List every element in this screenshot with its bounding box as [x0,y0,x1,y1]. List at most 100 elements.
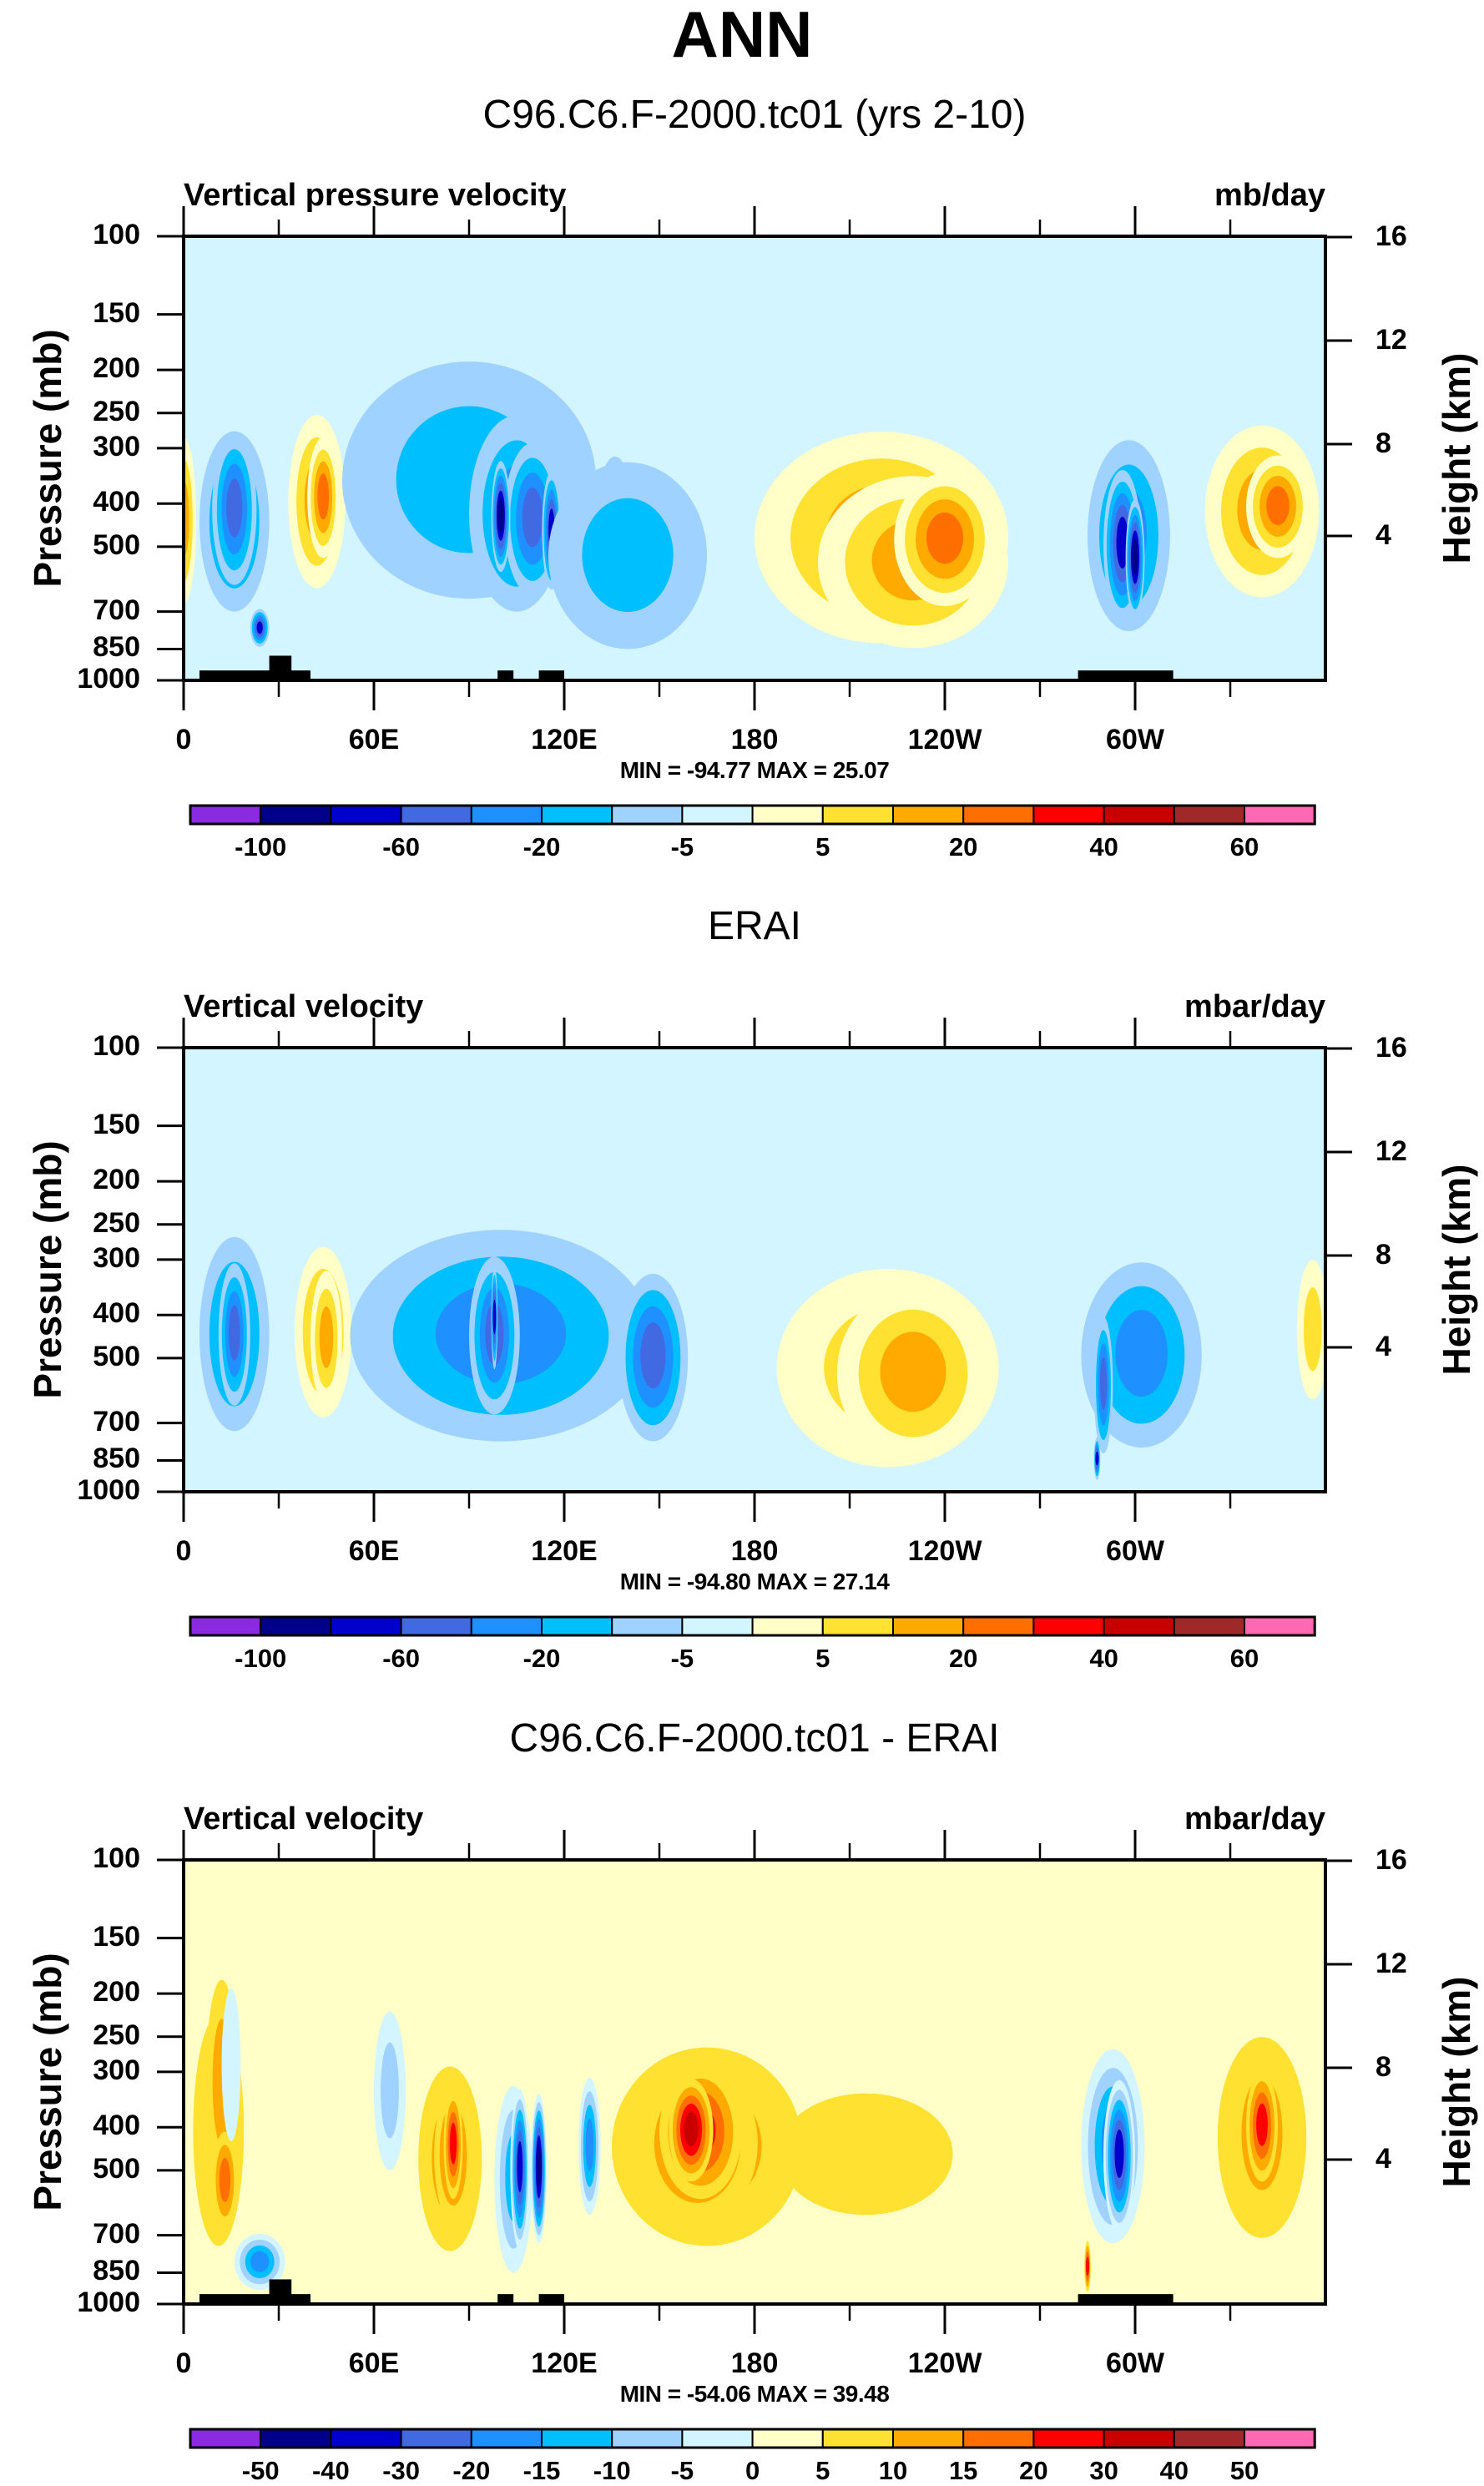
y-tick-label: 400 [93,486,140,518]
colorbar-box [1173,2428,1246,2448]
colorbar-box [1173,1616,1246,1636]
x-tick-label: 0 [175,1535,192,1567]
height-tick-label: 8 [1375,2051,1391,2083]
colorbar-frame [189,2428,1316,2449]
colorbar-label: 20 [948,832,978,862]
y-tick-label: 850 [93,2255,140,2287]
colorbar-box [541,2428,613,2448]
units-label: mbar/day [1184,989,1325,1024]
colorbar-label: -20 [522,832,561,862]
y-tick-label: 850 [93,631,140,664]
height-tick-label: 16 [1375,1844,1407,1876]
contour-fill [1303,1287,1322,1372]
colorbar-label: 60 [1229,1644,1259,1673]
colorbar-box [681,805,754,825]
x-tick-label: 120W [907,1535,982,1567]
colorbar-label: -30 [382,2456,420,2485]
x-tick-label: 180 [730,1535,779,1567]
y-tick-label: 250 [93,1206,140,1239]
contour-field [184,236,1325,680]
y-tick-label: 1000 [77,663,140,695]
colorbar-label: 15 [948,2456,978,2485]
panel-title: C96.C6.F-2000.tc01 - ERAI [509,1716,1000,1761]
colorbar [189,1615,1316,1637]
colorbar [189,804,1316,826]
colorbar-box [400,2428,472,2448]
x-tick-label: 60W [1106,2347,1164,2379]
height-tick-label: 12 [1375,1948,1407,1979]
contour-fill [319,1306,334,1368]
colorbar-label: -60 [382,832,420,862]
y-tick-label: 100 [93,1030,140,1062]
contour-panel [157,206,1352,710]
y-tick-label: 1000 [77,2286,140,2318]
contour-panel [157,1830,1352,2334]
y-tick-label: 200 [93,1976,140,2009]
panel-title: C96.C6.F-2000.tc01 (yrs 2-10) [482,93,1027,137]
topography-mask [199,2294,310,2304]
colorbar-box [751,805,824,825]
colorbar-label: 5 [815,2456,830,2485]
colorbar-label: -100 [235,1644,287,1673]
colorbar-box [892,2428,965,2448]
contour-fill [1114,2130,1124,2178]
x-tick-label: 180 [730,2347,779,2379]
contour-fill [1086,2256,1089,2276]
contour-fill [640,1322,666,1389]
topography-mask [497,2294,514,2304]
colorbar-label: 0 [745,2456,760,2485]
y-tick-label: 500 [93,528,140,561]
y-axis-title-right: Height (km) [1435,1164,1478,1376]
colorbar-box [1103,1616,1175,1636]
y-tick-label: 500 [93,2152,140,2185]
contour-fill [585,2118,594,2172]
min-max-annotation: MIN = -54.06 MAX = 39.48 [619,2381,890,2407]
colorbar-box [821,1616,894,1636]
height-tick-label: 8 [1375,1239,1391,1271]
colorbar-label: -40 [311,2456,350,2485]
colorbar-box [751,1616,824,1636]
colorbar-label: 50 [1229,2456,1259,2485]
colorbar-box [892,805,965,825]
colorbar-label: -5 [670,832,694,862]
contour-fill [582,498,674,613]
colorbar-box [400,1616,472,1636]
colorbar-box [1244,805,1316,825]
contour-fill [1132,538,1138,575]
colorbar-label: -50 [241,2456,280,2485]
colorbar-label: -15 [522,2456,561,2485]
y-tick-label: 500 [93,1340,140,1372]
contour-field [184,1860,1325,2304]
topography-mask [538,2294,564,2304]
contour-fill [1115,1310,1168,1397]
colorbar-label: 40 [1089,1644,1118,1673]
height-tick-label: 16 [1375,1032,1407,1064]
contour-fill [256,621,263,634]
y-axis-title: Pressure (mb) [26,329,69,588]
contour-fill [228,1305,240,1361]
colorbar-box [541,1616,613,1636]
height-tick-label: 12 [1375,1135,1407,1167]
colorbar-frame [189,804,1316,826]
y-tick-label: 700 [93,2217,140,2250]
colorbar-box [1244,2428,1316,2448]
colorbar-box [189,2428,262,2448]
colorbar-box [821,2428,894,2448]
contour-fill [1095,1451,1099,1466]
contour-fill [250,2251,270,2272]
y-tick-label: 200 [93,1164,140,1196]
colorbar-label: -5 [670,2456,694,2485]
topography-mask [1078,670,1174,680]
colorbar-label: -100 [235,832,287,862]
height-tick-label: 4 [1375,519,1391,551]
units-label: mb/day [1214,178,1325,213]
topography-mask [497,670,514,680]
x-tick-label: 60W [1106,1535,1164,1567]
colorbar-box [330,805,402,825]
topography-mask [199,670,310,680]
colorbar-box [1244,1616,1316,1636]
y-axis-title-right: Height (km) [1435,352,1478,564]
colorbar-label: -60 [382,1644,420,1673]
contour-fill [497,498,504,533]
